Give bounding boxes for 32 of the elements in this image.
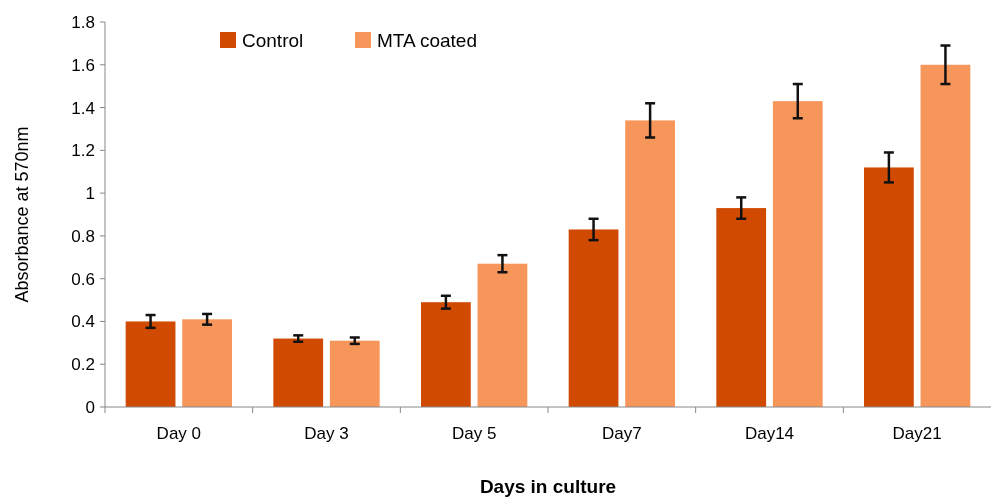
y-tick-label: 0 (85, 397, 95, 417)
y-axis-title: Absorbance at 570nm (12, 126, 32, 303)
y-tick-label: 0.4 (71, 312, 95, 332)
x-axis-title: Days in culture (479, 476, 617, 497)
y-tick-label: 1.6 (71, 55, 95, 75)
x-tick-label: Day 0 (156, 424, 202, 443)
y-tick-label: 0.8 (71, 226, 95, 246)
bar (273, 338, 324, 407)
bar (625, 120, 675, 407)
x-tick-label: Day 5 (451, 424, 497, 443)
bar (421, 302, 471, 407)
bar (477, 263, 528, 407)
bar (568, 229, 619, 407)
bar (329, 340, 380, 407)
bar (125, 321, 176, 407)
bar (716, 208, 767, 407)
bar (920, 64, 971, 407)
legend-label: MTA coated (377, 29, 477, 51)
bar (772, 101, 823, 407)
y-tick-label: 1.2 (71, 141, 95, 161)
bar (864, 167, 914, 407)
x-tick-label: Day14 (744, 424, 795, 443)
x-tick-label: Day 3 (304, 424, 349, 443)
y-tick-label: 0.6 (71, 269, 95, 289)
y-tick-label: 1.8 (71, 12, 95, 32)
x-tick-label: Day7 (601, 424, 642, 443)
y-tick-label: 1.4 (71, 98, 95, 118)
x-tick-label: Day21 (892, 424, 942, 443)
y-tick-label: 1 (85, 184, 95, 204)
bar (182, 319, 232, 407)
legend-label: Control (242, 29, 304, 51)
y-tick-label: 0.2 (71, 355, 95, 375)
